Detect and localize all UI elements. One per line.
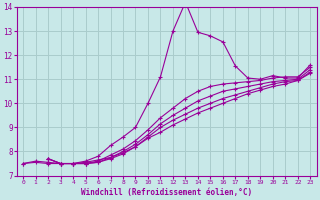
X-axis label: Windchill (Refroidissement éolien,°C): Windchill (Refroidissement éolien,°C) [81, 188, 252, 197]
